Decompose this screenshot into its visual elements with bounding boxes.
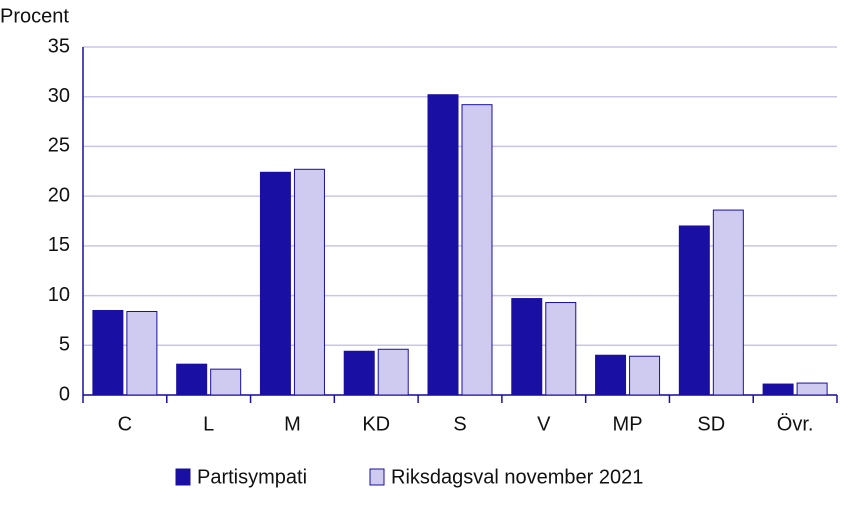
y-tick-label: 5: [59, 334, 70, 356]
bar: [461, 104, 493, 396]
bar: [343, 350, 375, 396]
x-tick-label: M: [284, 413, 301, 435]
x-tick-label: KD: [362, 413, 390, 435]
y-tick-label: 20: [48, 184, 70, 206]
y-tick-label: 30: [48, 85, 70, 107]
bar: [427, 94, 459, 396]
bar: [259, 171, 291, 396]
x-tick-label: MP: [613, 413, 643, 435]
bar: [377, 348, 409, 396]
legend-label: Riksdagsval november 2021: [391, 466, 643, 488]
bar: [126, 310, 158, 396]
x-tick-label: V: [537, 413, 551, 435]
bar: [210, 368, 242, 396]
legend-label: Partisympati: [197, 466, 307, 488]
y-tick-label: 25: [48, 135, 70, 157]
bar: [629, 355, 661, 396]
y-tick-label: 10: [48, 284, 70, 306]
bar: [595, 354, 627, 396]
legend-swatch: [369, 468, 385, 486]
y-tick-label: 15: [48, 234, 70, 256]
y-axis-label: Procent: [0, 5, 69, 27]
bar: [545, 302, 577, 396]
bar: [712, 209, 744, 396]
x-tick-label: L: [203, 413, 214, 435]
bar: [762, 383, 794, 396]
legend-swatch: [175, 468, 191, 486]
bar: [678, 225, 710, 396]
x-tick-label: Övr.: [777, 413, 814, 435]
bar: [92, 309, 124, 396]
bar: [511, 298, 543, 396]
x-tick-label: C: [118, 413, 132, 435]
x-tick-label: SD: [697, 413, 725, 435]
bar: [176, 363, 208, 396]
y-tick-label: 35: [48, 35, 70, 57]
bar: [796, 382, 828, 396]
bar: [293, 168, 325, 396]
y-tick-label: 0: [59, 383, 70, 405]
x-tick-label: S: [453, 413, 466, 435]
